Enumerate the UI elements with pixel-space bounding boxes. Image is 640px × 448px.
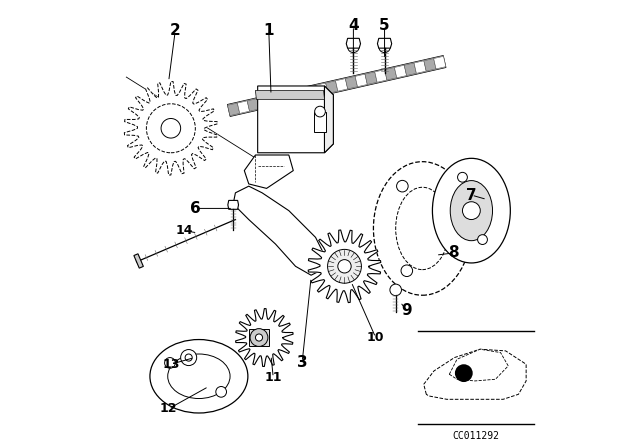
Circle shape — [338, 260, 351, 273]
Text: 6: 6 — [190, 201, 201, 216]
Polygon shape — [365, 72, 377, 85]
Text: 2: 2 — [170, 23, 180, 38]
Polygon shape — [378, 39, 392, 48]
Text: 3: 3 — [297, 354, 307, 370]
Circle shape — [390, 284, 401, 296]
Polygon shape — [236, 309, 293, 366]
Circle shape — [379, 41, 390, 52]
Ellipse shape — [450, 181, 493, 241]
Ellipse shape — [150, 340, 248, 413]
Text: 1: 1 — [264, 23, 274, 38]
Ellipse shape — [433, 158, 510, 263]
Circle shape — [250, 329, 268, 346]
Polygon shape — [404, 63, 417, 76]
Polygon shape — [434, 56, 446, 69]
Polygon shape — [424, 349, 526, 399]
Polygon shape — [449, 349, 508, 381]
Polygon shape — [237, 101, 250, 113]
Circle shape — [147, 104, 195, 153]
Bar — [314, 112, 326, 132]
Circle shape — [477, 235, 488, 245]
Polygon shape — [244, 155, 293, 188]
Text: 9: 9 — [401, 303, 412, 319]
Ellipse shape — [396, 187, 449, 270]
Text: 12: 12 — [160, 402, 177, 415]
Circle shape — [255, 334, 262, 341]
Polygon shape — [355, 74, 367, 87]
Polygon shape — [124, 82, 218, 175]
Text: 7: 7 — [466, 188, 477, 202]
Circle shape — [458, 172, 467, 182]
Polygon shape — [296, 87, 308, 100]
Circle shape — [180, 349, 196, 366]
Circle shape — [185, 354, 192, 361]
Polygon shape — [346, 39, 360, 48]
Polygon shape — [424, 59, 436, 71]
Polygon shape — [287, 90, 299, 102]
Circle shape — [348, 41, 359, 52]
Polygon shape — [335, 78, 348, 91]
Polygon shape — [276, 92, 289, 104]
Polygon shape — [375, 70, 387, 82]
Ellipse shape — [168, 354, 230, 399]
Circle shape — [161, 118, 180, 138]
Polygon shape — [257, 96, 269, 109]
Circle shape — [397, 181, 408, 192]
Polygon shape — [316, 83, 328, 95]
Text: 4: 4 — [348, 18, 358, 34]
Polygon shape — [308, 230, 381, 302]
Polygon shape — [134, 254, 143, 268]
Circle shape — [164, 358, 175, 368]
Polygon shape — [249, 329, 269, 346]
Text: 5: 5 — [380, 18, 390, 34]
Text: 11: 11 — [264, 371, 282, 384]
Circle shape — [315, 106, 325, 117]
Polygon shape — [394, 65, 406, 78]
Polygon shape — [228, 200, 239, 209]
Ellipse shape — [373, 162, 472, 295]
Circle shape — [455, 364, 473, 382]
Polygon shape — [306, 85, 318, 98]
Polygon shape — [233, 186, 324, 275]
Polygon shape — [228, 103, 240, 116]
Text: 14: 14 — [175, 224, 193, 237]
Circle shape — [401, 265, 413, 276]
Polygon shape — [324, 86, 333, 153]
Circle shape — [328, 250, 362, 283]
Polygon shape — [247, 99, 259, 111]
Polygon shape — [385, 68, 397, 80]
Polygon shape — [255, 90, 324, 99]
Text: CC011292: CC011292 — [452, 431, 499, 441]
Text: 8: 8 — [448, 246, 459, 260]
Circle shape — [463, 202, 480, 220]
Polygon shape — [267, 94, 279, 107]
Polygon shape — [346, 76, 358, 89]
Polygon shape — [414, 61, 426, 73]
Text: 13: 13 — [162, 358, 180, 371]
Circle shape — [216, 387, 227, 397]
Polygon shape — [326, 81, 338, 93]
Text: 10: 10 — [367, 331, 385, 344]
Polygon shape — [258, 86, 333, 153]
Polygon shape — [227, 56, 446, 116]
